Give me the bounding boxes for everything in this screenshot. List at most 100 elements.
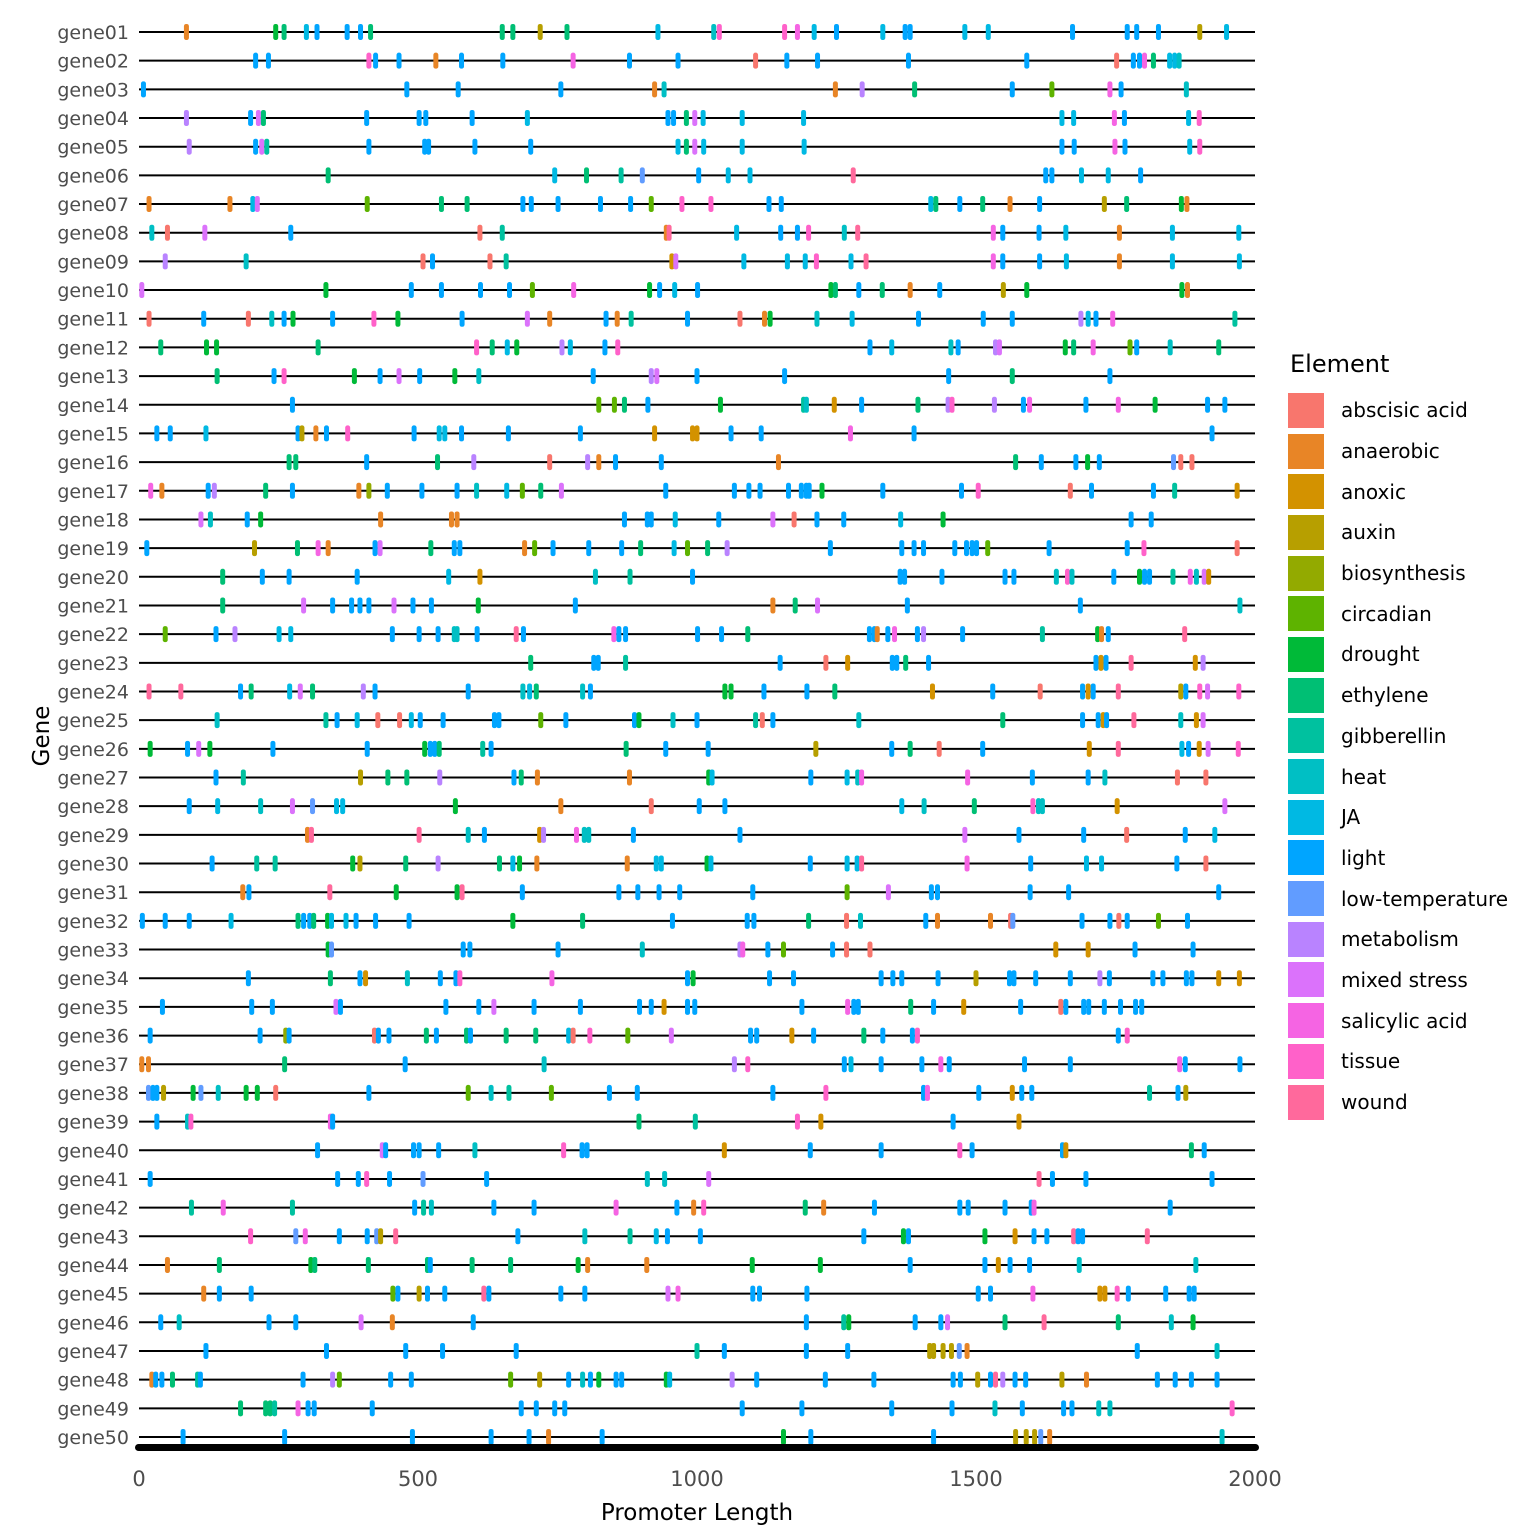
element-tick-mark bbox=[626, 769, 632, 786]
element-tick-mark bbox=[385, 769, 391, 786]
element-tick-mark bbox=[1150, 482, 1156, 499]
element-tick-mark bbox=[327, 970, 333, 987]
element-tick-mark bbox=[666, 224, 672, 241]
element-tick-mark bbox=[592, 568, 598, 585]
element-tick-mark bbox=[701, 138, 707, 155]
element-tick-mark bbox=[822, 1371, 828, 1388]
element-tick-mark bbox=[958, 482, 964, 499]
legend-swatch bbox=[1288, 759, 1324, 795]
element-tick-mark bbox=[325, 167, 331, 184]
element-tick-mark bbox=[519, 884, 525, 901]
element-tick-mark bbox=[695, 282, 701, 299]
element-tick-mark bbox=[611, 626, 617, 643]
element-tick-mark bbox=[183, 110, 189, 127]
element-tick-mark bbox=[435, 855, 441, 872]
element-tick-mark bbox=[442, 425, 448, 442]
element-tick-mark bbox=[596, 1371, 602, 1388]
element-tick-mark bbox=[1139, 998, 1145, 1015]
element-tick-mark bbox=[854, 855, 860, 872]
element-tick-mark bbox=[311, 912, 317, 929]
element-tick-mark bbox=[907, 1256, 913, 1273]
element-tick-mark bbox=[372, 683, 378, 700]
element-tick-mark bbox=[457, 540, 463, 557]
element-tick-mark bbox=[162, 253, 168, 270]
element-tick-mark bbox=[935, 970, 941, 987]
element-tick-mark bbox=[926, 654, 932, 671]
element-tick-mark bbox=[919, 1056, 925, 1073]
element-tick-mark bbox=[1063, 1142, 1069, 1159]
y-axis-tick-label: gene38 bbox=[57, 1083, 129, 1105]
element-tick-mark bbox=[667, 1371, 673, 1388]
element-tick-mark bbox=[969, 540, 975, 557]
element-tick-mark bbox=[993, 1371, 999, 1388]
element-tick-mark bbox=[424, 1285, 430, 1302]
element-tick-mark bbox=[1096, 454, 1102, 471]
element-tick-mark bbox=[791, 970, 797, 987]
element-tick-mark bbox=[139, 912, 145, 929]
element-tick-mark bbox=[648, 798, 654, 815]
element-tick-mark bbox=[1059, 1371, 1065, 1388]
element-tick-mark bbox=[307, 912, 313, 929]
element-tick-mark bbox=[801, 138, 807, 155]
legend-label: anaerobic bbox=[1341, 439, 1440, 464]
element-tick-mark bbox=[158, 1314, 164, 1331]
element-tick-mark bbox=[1186, 740, 1192, 757]
element-tick-mark bbox=[804, 1285, 810, 1302]
element-tick-mark bbox=[671, 540, 677, 557]
element-tick-mark bbox=[670, 712, 676, 729]
element-tick-mark bbox=[849, 310, 855, 327]
element-tick-mark bbox=[354, 568, 360, 585]
element-tick-mark bbox=[863, 253, 869, 270]
legend-label: wound bbox=[1341, 1090, 1408, 1115]
element-tick-mark bbox=[295, 1400, 301, 1417]
element-tick-mark bbox=[606, 1084, 612, 1101]
element-tick-mark bbox=[634, 1084, 640, 1101]
element-tick-mark bbox=[844, 912, 850, 929]
element-tick-mark bbox=[1061, 1400, 1067, 1417]
legend-item: abscisic acid bbox=[1288, 390, 1508, 431]
element-tick-mark bbox=[1012, 1228, 1018, 1245]
legend-label: mixed stress bbox=[1341, 967, 1468, 992]
element-tick-mark bbox=[1122, 138, 1128, 155]
element-tick-mark bbox=[1187, 568, 1193, 585]
element-tick-mark bbox=[188, 1113, 194, 1130]
legend-label: tissue bbox=[1341, 1049, 1401, 1074]
element-tick-mark bbox=[491, 998, 497, 1015]
element-tick-mark bbox=[1099, 626, 1105, 643]
element-tick-mark bbox=[902, 24, 908, 40]
element-tick-mark bbox=[964, 1342, 970, 1359]
element-tick-mark bbox=[1039, 626, 1045, 643]
element-tick-mark bbox=[475, 597, 481, 614]
element-tick-mark bbox=[420, 1170, 426, 1187]
element-tick-mark bbox=[1071, 1228, 1077, 1245]
element-tick-mark bbox=[613, 1371, 619, 1388]
element-tick-mark bbox=[770, 1084, 776, 1101]
element-tick-mark bbox=[692, 1113, 698, 1130]
element-tick-mark bbox=[288, 626, 294, 643]
element-tick-mark bbox=[373, 52, 379, 69]
element-tick-mark bbox=[310, 683, 316, 700]
element-tick-mark bbox=[365, 1256, 371, 1273]
y-axis-tick-label: gene09 bbox=[57, 251, 129, 273]
element-tick-mark bbox=[1000, 282, 1006, 299]
element-tick-mark bbox=[403, 1342, 409, 1359]
element-tick-mark bbox=[731, 1056, 737, 1073]
element-tick-mark bbox=[587, 683, 593, 700]
element-tick-mark bbox=[762, 310, 768, 327]
element-tick-mark bbox=[690, 568, 696, 585]
element-tick-mark bbox=[582, 1285, 588, 1302]
element-tick-mark bbox=[1106, 970, 1112, 987]
element-tick-mark bbox=[1222, 798, 1228, 815]
element-tick-mark bbox=[614, 310, 620, 327]
element-tick-mark bbox=[751, 912, 757, 929]
element-tick-mark bbox=[965, 1199, 971, 1216]
element-tick-mark bbox=[848, 253, 854, 270]
element-tick-mark bbox=[248, 1285, 254, 1302]
element-tick-mark bbox=[178, 683, 184, 700]
element-tick-mark bbox=[1235, 740, 1241, 757]
element-tick-mark bbox=[334, 798, 340, 815]
legend-label: ethylene bbox=[1341, 683, 1429, 708]
element-tick-mark bbox=[1183, 970, 1189, 987]
element-tick-mark bbox=[780, 1429, 786, 1445]
